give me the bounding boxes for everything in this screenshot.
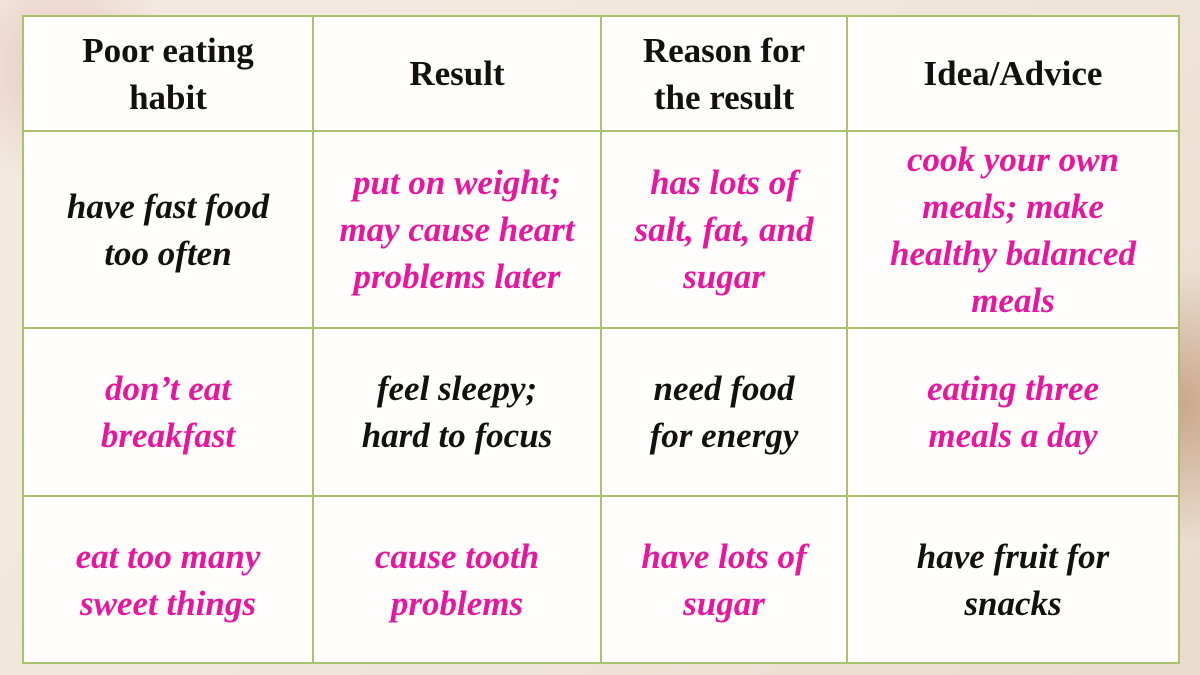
habits-table: Poor eating habit Result Reason for the resu… (22, 15, 1180, 664)
cell-line: cook your own (907, 139, 1119, 179)
cell-line: problems (390, 583, 524, 623)
table-cell: have lots of sugar (600, 495, 848, 664)
table-row: don’t eat breakfast feel sleepy; hard to fo… (22, 327, 1180, 497)
table-row: have fast food too often put on weight; may… (22, 130, 1180, 329)
header-cell: Reason for the result (600, 15, 848, 132)
table-cell: need food for energy (600, 327, 848, 497)
table-cell: feel sleepy; hard to focus (312, 327, 602, 497)
cell-line: sugar (683, 583, 765, 623)
cell-line: put on weight; (352, 163, 562, 202)
cell-line: too often (104, 233, 232, 273)
cell-line: have fast food (66, 186, 270, 226)
cell-line: healthy balanced (890, 233, 1136, 273)
cell-line: feel sleepy; (376, 369, 538, 408)
header-cell: Idea/Advice (846, 15, 1180, 132)
table-body: have fast food too often put on weight; may… (22, 130, 1180, 664)
cell-line: eating three (926, 369, 1100, 408)
cell-line: hard to focus (361, 416, 553, 455)
table-cell: eating three meals a day (846, 327, 1180, 497)
table-cell: cook your own meals; make healthy balanced… (846, 130, 1180, 329)
cell-line: meals (971, 280, 1055, 320)
cell-line: eat too many (75, 536, 261, 576)
cell-line: the result (653, 77, 795, 117)
cell-line: have fruit for (916, 536, 1110, 576)
table-cell: have fast food too often (22, 130, 314, 329)
cell-line: Poor eating (82, 30, 254, 70)
cell-line: meals; make (922, 186, 1104, 226)
cell-line: meals a day (928, 416, 1098, 455)
table-cell: cause tooth problems (312, 495, 602, 664)
cell-line: snacks (964, 583, 1062, 623)
cell-line: has lots of (650, 163, 798, 202)
cell-line: salt, fat, and (634, 210, 814, 249)
table-cell: eat too many sweet things (22, 495, 314, 664)
table-cell: put on weight; may cause heart problems la… (312, 130, 602, 329)
table-cell: have fruit for snacks (846, 495, 1180, 664)
header-row: Poor eating habit Result Reason for the resu… (22, 15, 1180, 132)
cell-line: need food (653, 369, 795, 408)
cell-line: breakfast (100, 416, 236, 455)
cell-line: have lots of (641, 536, 807, 576)
cell-line: Idea/Advice (923, 54, 1103, 93)
cell-line: cause tooth (374, 536, 540, 576)
table-cell: don’t eat breakfast (22, 327, 314, 497)
table-row: eat too many sweet things cause tooth probl… (22, 495, 1180, 664)
header-cell: Poor eating habit (22, 15, 314, 132)
cell-line: Reason for (642, 30, 806, 70)
cell-line: sugar (683, 257, 765, 296)
cell-line: don’t eat (104, 369, 232, 408)
header-cell: Result (312, 15, 602, 132)
cell-line: may cause heart (339, 210, 575, 249)
cell-line: habit (129, 77, 207, 117)
cell-line: problems later (353, 257, 561, 296)
cell-line: Result (409, 54, 505, 93)
table-cell: has lots of salt, fat, and sugar (600, 130, 848, 329)
cell-line: for energy (649, 416, 799, 455)
cell-line: sweet things (79, 583, 256, 623)
